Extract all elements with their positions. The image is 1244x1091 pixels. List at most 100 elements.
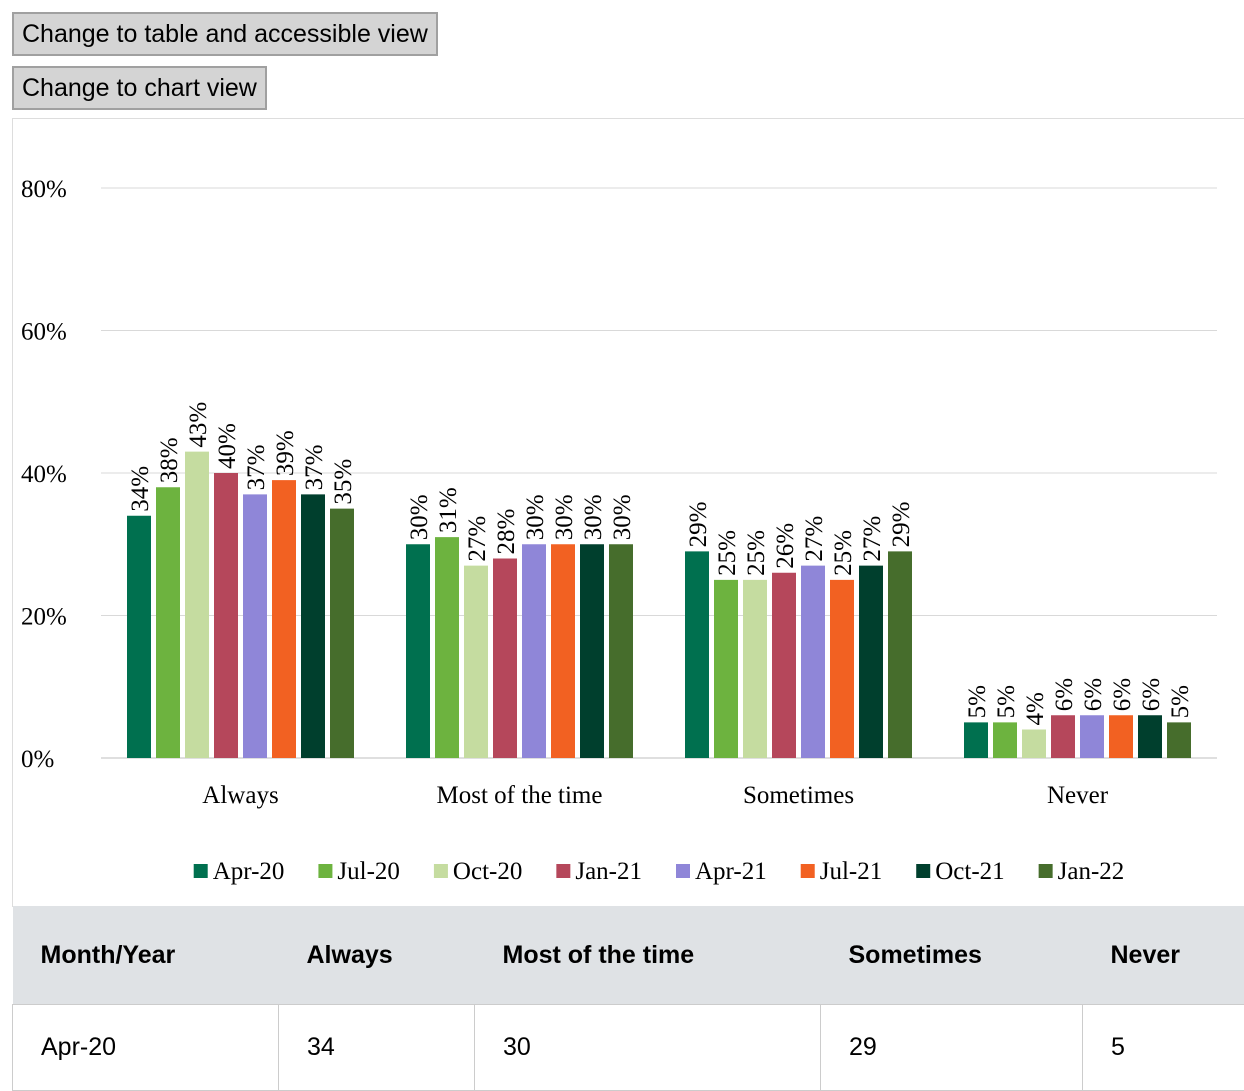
- value-label: 26%: [772, 523, 799, 569]
- bar: [522, 544, 546, 758]
- bar: [772, 572, 796, 758]
- legend-swatch: [433, 864, 448, 878]
- bar: [801, 565, 825, 758]
- value-label: 29%: [685, 502, 712, 548]
- bar: [493, 558, 517, 758]
- value-label: 39%: [272, 430, 299, 476]
- bar: [185, 451, 209, 758]
- bar: [743, 579, 767, 758]
- bar: [330, 508, 354, 758]
- bar: [859, 565, 883, 758]
- bar: [243, 494, 267, 758]
- bar: [685, 551, 709, 758]
- header-cell: Sometimes: [820, 906, 1083, 1005]
- value-label: 27%: [464, 516, 491, 562]
- bar: [272, 480, 296, 758]
- bar: [1138, 715, 1162, 758]
- value-label: 30%: [580, 494, 607, 540]
- legend-label: Oct-21: [935, 858, 1004, 885]
- legend-swatch: [193, 864, 208, 878]
- bar: [580, 544, 604, 758]
- legend-swatch: [800, 864, 815, 878]
- x-tick-label: Always: [202, 782, 278, 809]
- header-cell: Most of the time: [474, 906, 821, 1005]
- value-label: 34%: [127, 466, 154, 512]
- bar: [406, 544, 430, 758]
- legend-swatch: [916, 864, 931, 878]
- value-label: 27%: [859, 516, 886, 562]
- value-label: 6%: [1109, 678, 1136, 711]
- value-label: 6%: [1051, 678, 1078, 711]
- header-cell: Month/Year: [12, 906, 279, 1005]
- bar: [214, 473, 238, 758]
- x-tick-label: Most of the time: [437, 782, 603, 809]
- value-label: 40%: [214, 423, 241, 469]
- y-tick-label: 0%: [21, 746, 54, 773]
- y-tick-label: 80%: [21, 176, 67, 203]
- value-label: 5%: [964, 685, 991, 718]
- bar: [714, 579, 738, 758]
- value-label: 29%: [888, 502, 915, 548]
- header-row: Month/Year Always Most of the time Somet…: [12, 906, 1244, 1005]
- bar: [127, 515, 151, 758]
- bar: [888, 551, 912, 758]
- legend-label: Jan-22: [1058, 858, 1125, 885]
- bar: [1022, 729, 1046, 758]
- bar: [609, 544, 633, 758]
- cell: 5: [1082, 1004, 1244, 1091]
- bar: [1109, 715, 1133, 758]
- bar: [551, 544, 575, 758]
- value-label: 38%: [156, 437, 183, 483]
- x-tick-label: Sometimes: [743, 782, 854, 809]
- value-label: 31%: [435, 487, 462, 533]
- value-label: 25%: [743, 530, 770, 576]
- value-label: 6%: [1138, 678, 1165, 711]
- legend-label: Apr-21: [695, 858, 767, 885]
- bar: [1051, 715, 1075, 758]
- bar: [435, 537, 459, 758]
- value-label: 37%: [243, 445, 270, 491]
- bar: [156, 487, 180, 758]
- value-label: 27%: [801, 516, 828, 562]
- cell: 34: [278, 1004, 475, 1091]
- cell: Apr-20: [12, 1004, 279, 1091]
- bar: [830, 579, 854, 758]
- value-label: 30%: [406, 494, 433, 540]
- header-cell: Never: [1082, 906, 1244, 1005]
- value-label: 4%: [1022, 692, 1049, 725]
- value-label: 30%: [522, 494, 549, 540]
- value-label: 5%: [993, 685, 1020, 718]
- cell: 30: [474, 1004, 821, 1091]
- y-tick-label: 40%: [21, 461, 67, 488]
- chart-view-button[interactable]: Change to chart view: [12, 66, 267, 110]
- table-view-button[interactable]: Change to table and accessible view: [12, 12, 438, 56]
- x-tick-label: Never: [1047, 782, 1109, 809]
- value-label: 43%: [185, 402, 212, 448]
- value-label: 28%: [493, 509, 520, 555]
- value-label: 30%: [609, 494, 636, 540]
- y-tick-label: 20%: [21, 604, 67, 631]
- bar: [301, 494, 325, 758]
- legend-label: Jul-20: [337, 858, 400, 885]
- cell: 29: [820, 1004, 1083, 1091]
- legend-label: Jul-21: [820, 858, 883, 885]
- bar: [1167, 722, 1191, 758]
- legend-swatch: [318, 864, 333, 878]
- header-cell: Always: [278, 906, 475, 1005]
- legend-swatch: [1038, 864, 1053, 878]
- value-label: 5%: [1167, 685, 1194, 718]
- bar: [464, 565, 488, 758]
- legend-label: Jan-21: [575, 858, 642, 885]
- y-tick-label: 60%: [21, 319, 67, 346]
- legend-swatch: [556, 864, 571, 878]
- value-label: 35%: [330, 459, 357, 505]
- value-label: 30%: [551, 494, 578, 540]
- data-table: Month/Year Always Most of the time Somet…: [12, 906, 1244, 1091]
- bar: [993, 722, 1017, 758]
- table-row: Apr-20 34 30 29 5: [12, 1004, 1244, 1091]
- value-label: 25%: [714, 530, 741, 576]
- legend-swatch: [676, 864, 690, 878]
- value-label: 25%: [830, 530, 857, 576]
